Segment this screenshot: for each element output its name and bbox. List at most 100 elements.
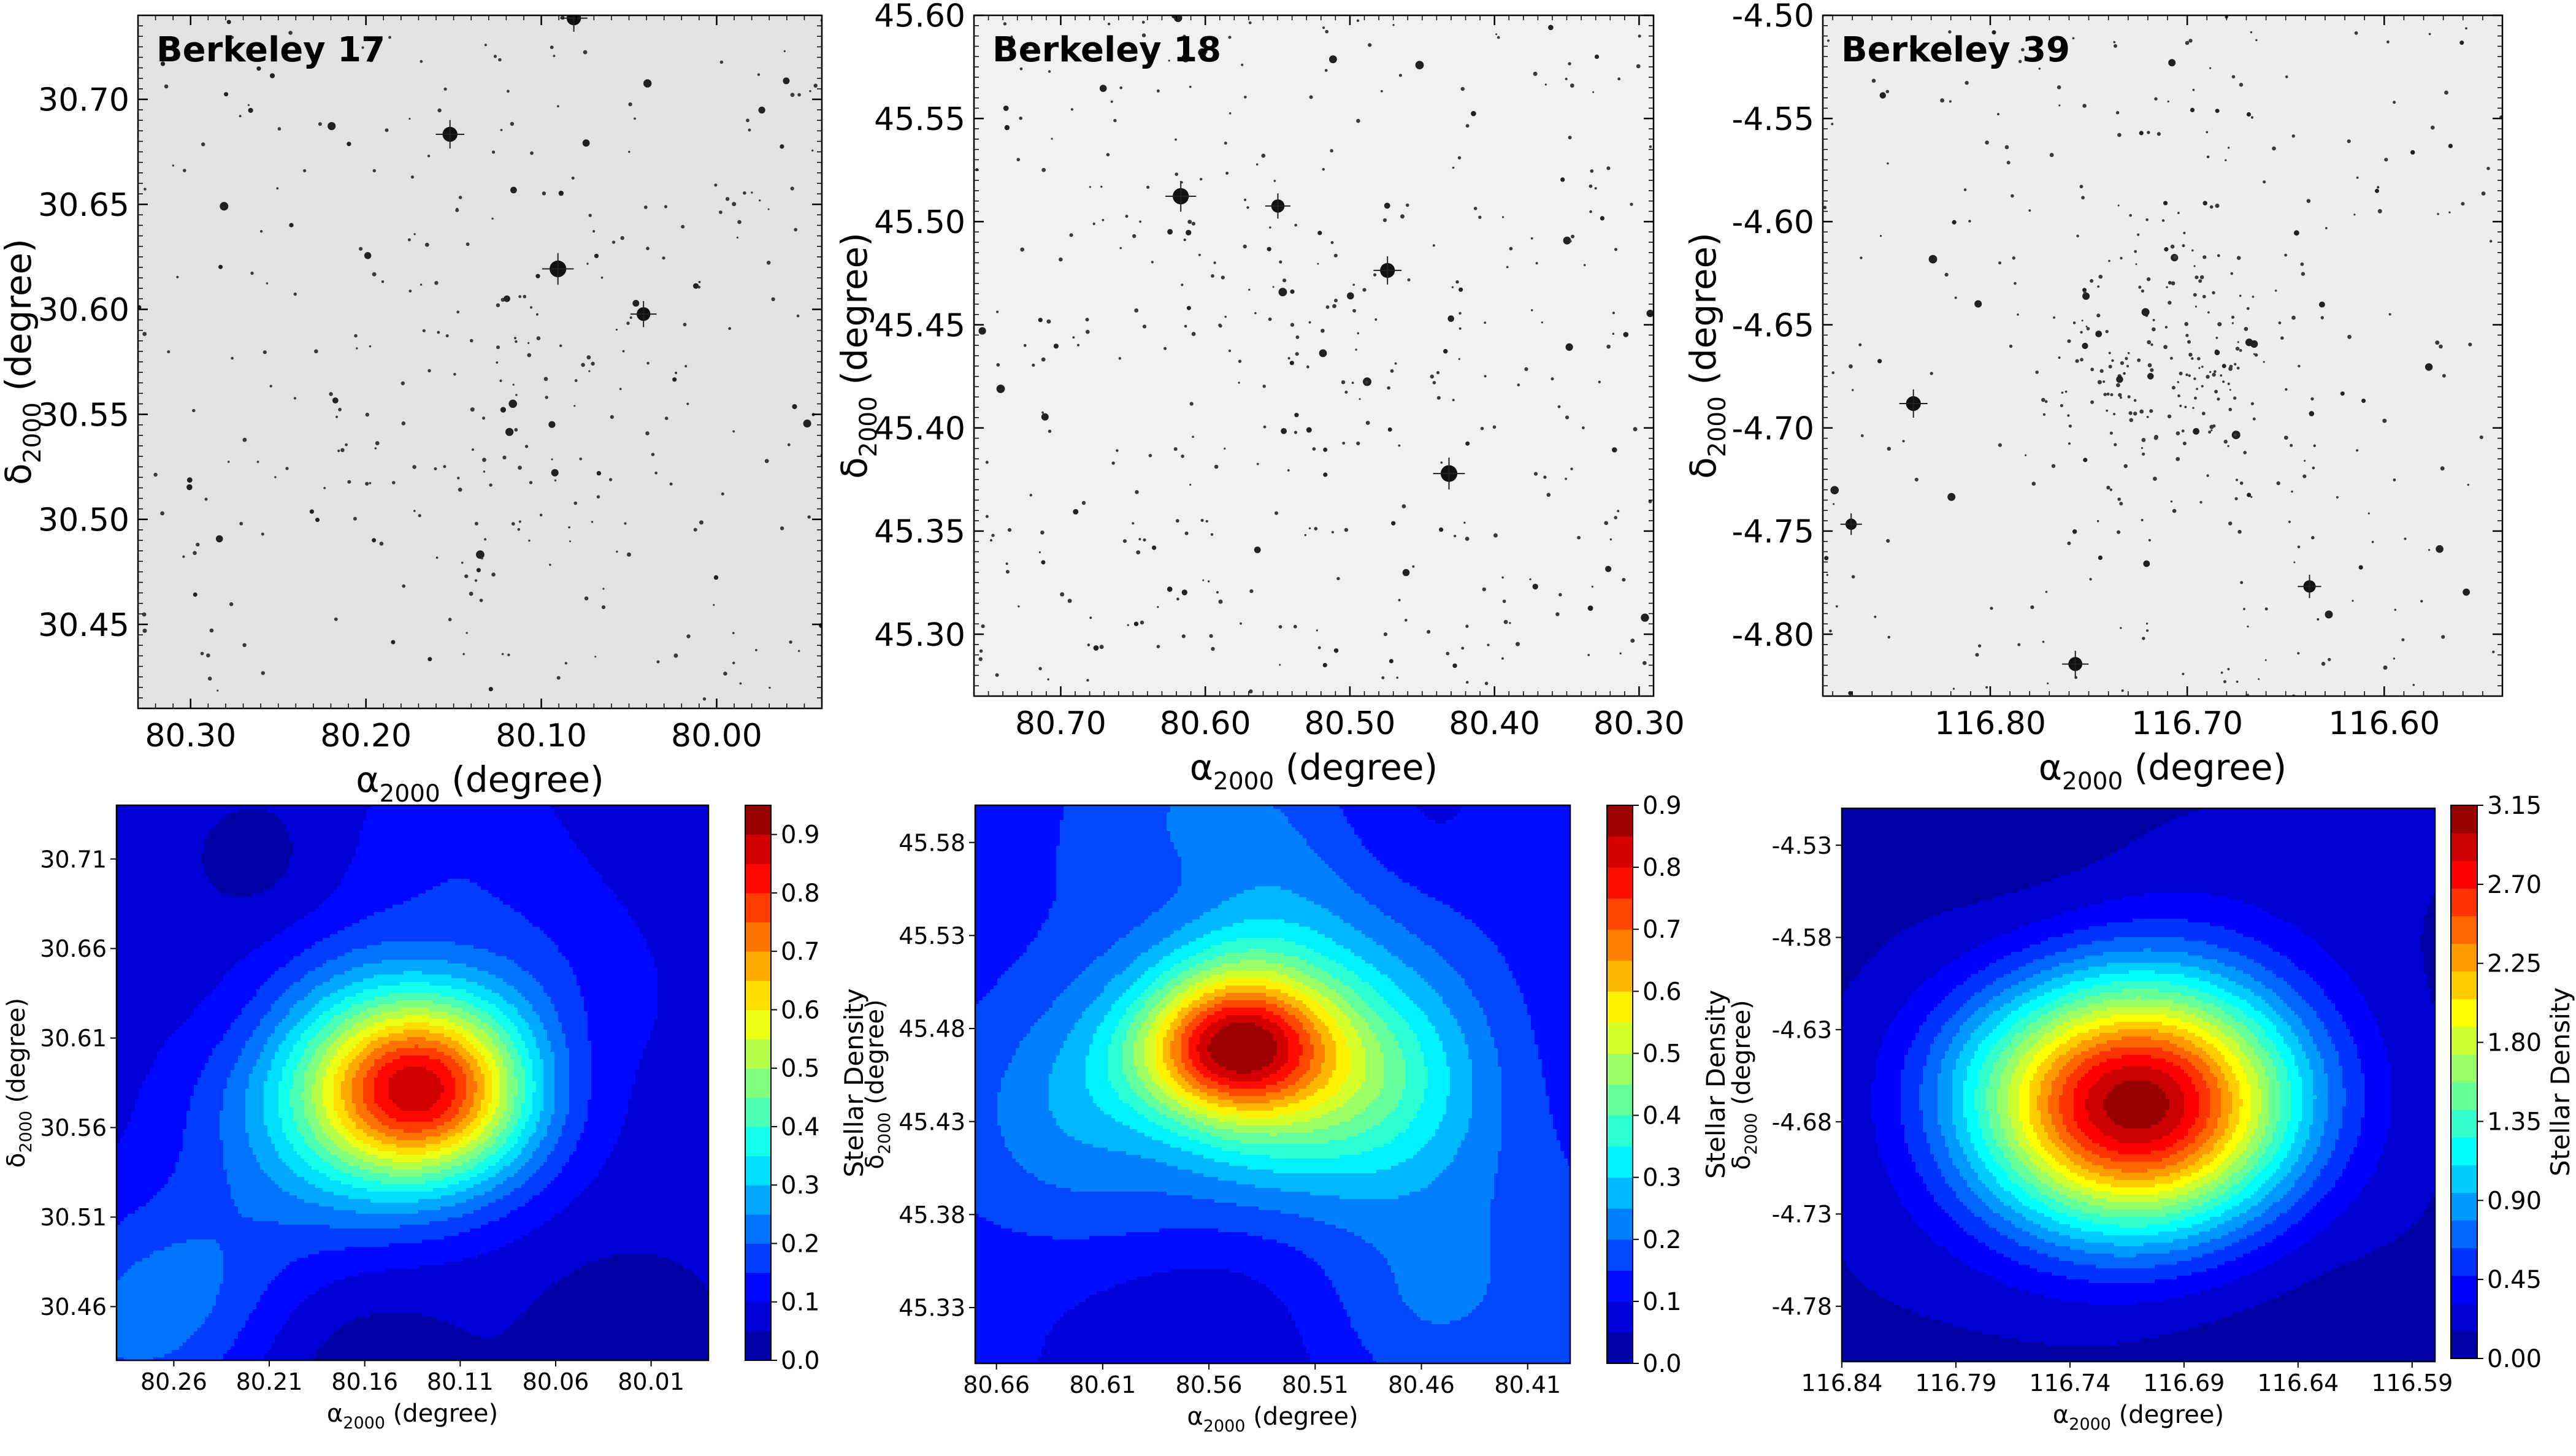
- density-cell: [558, 820, 562, 824]
- density-cell: [389, 809, 393, 813]
- star: [809, 90, 811, 92]
- density-cell: [676, 842, 680, 846]
- star: [2107, 393, 2110, 396]
- star: [1555, 612, 1559, 616]
- density-cell: [462, 842, 466, 846]
- density-cell: [396, 849, 400, 853]
- density-cell: [381, 831, 385, 835]
- density-cell: [348, 846, 352, 849]
- density-cell: [348, 816, 352, 820]
- star: [356, 347, 358, 349]
- density-cell: [547, 831, 551, 835]
- density-cell: [124, 824, 128, 827]
- density-cell: [131, 853, 135, 857]
- star: [359, 247, 362, 251]
- star: [2216, 337, 2218, 339]
- star: [732, 662, 735, 664]
- density-cell: [455, 849, 459, 853]
- density-cell: [128, 842, 131, 846]
- density-cell: [389, 820, 393, 824]
- density-cell: [429, 824, 433, 827]
- density-cell: [444, 838, 448, 842]
- density-cell: [164, 816, 168, 820]
- density-cell: [558, 846, 562, 849]
- star: [1225, 172, 1229, 175]
- density-cell: [201, 846, 205, 849]
- density-cell: [536, 842, 540, 846]
- star: [1915, 478, 1919, 481]
- star: [1241, 64, 1243, 66]
- density-cell: [256, 842, 260, 846]
- star: [1570, 467, 1573, 470]
- density-cell: [492, 849, 496, 853]
- density-cell: [433, 809, 437, 813]
- star: [2141, 289, 2144, 293]
- star: [142, 332, 147, 336]
- density-cell: [672, 816, 676, 820]
- density-cell: [264, 846, 267, 849]
- star: [1281, 428, 1287, 434]
- density-cell: [540, 816, 543, 820]
- density-cell: [393, 842, 396, 846]
- density-cell: [654, 809, 657, 813]
- density-cell: [595, 809, 599, 813]
- star: [1831, 123, 1833, 125]
- star: [2146, 623, 2148, 624]
- density-cell: [440, 838, 444, 842]
- density-cell: [264, 816, 267, 820]
- density-cell: [334, 831, 337, 835]
- density-cell: [297, 846, 301, 849]
- density-cell: [643, 820, 646, 824]
- density-cell: [345, 809, 348, 813]
- star: [1990, 607, 1993, 610]
- star: [1093, 223, 1095, 225]
- density-cell: [194, 831, 197, 835]
- star: [557, 105, 559, 107]
- density-cell: [485, 827, 488, 831]
- star: [1565, 416, 1569, 420]
- density-cell: [282, 842, 286, 846]
- density-cell: [223, 838, 227, 842]
- density-cell: [393, 849, 396, 853]
- star: [1138, 538, 1141, 540]
- star: [2090, 400, 2094, 404]
- density-cell: [135, 831, 139, 835]
- density-cell: [363, 842, 367, 846]
- density-cell: [363, 835, 367, 838]
- density-cell: [602, 809, 606, 813]
- density-cell: [554, 835, 558, 838]
- density-cell: [683, 846, 687, 849]
- star: [1447, 315, 1454, 322]
- density-cell: [153, 853, 157, 857]
- star: [1054, 343, 1059, 348]
- density-cell: [124, 842, 128, 846]
- density-cell: [223, 813, 227, 816]
- star: [1157, 90, 1160, 93]
- density-cell: [183, 831, 186, 835]
- star: [759, 107, 765, 113]
- star: [1595, 55, 1599, 59]
- star: [446, 334, 449, 337]
- star: [144, 188, 147, 191]
- density-cell: [492, 813, 496, 816]
- star: [1344, 528, 1348, 532]
- density-cell: [135, 820, 139, 824]
- density-cell: [245, 809, 249, 813]
- star: [1636, 64, 1641, 69]
- star: [2113, 41, 2115, 44]
- star: [391, 640, 395, 645]
- density-cell: [624, 816, 628, 820]
- density-cell: [448, 809, 451, 813]
- star: [1858, 343, 1861, 347]
- star: [2292, 134, 2295, 137]
- star: [1352, 284, 1355, 286]
- density-cell: [326, 820, 330, 824]
- density-cell: [359, 846, 363, 849]
- star: [2185, 41, 2190, 45]
- density-cell: [440, 820, 444, 824]
- star: [1038, 318, 1043, 322]
- star: [455, 209, 459, 212]
- star: [1214, 465, 1219, 469]
- star: [1190, 402, 1194, 405]
- star: [623, 350, 625, 353]
